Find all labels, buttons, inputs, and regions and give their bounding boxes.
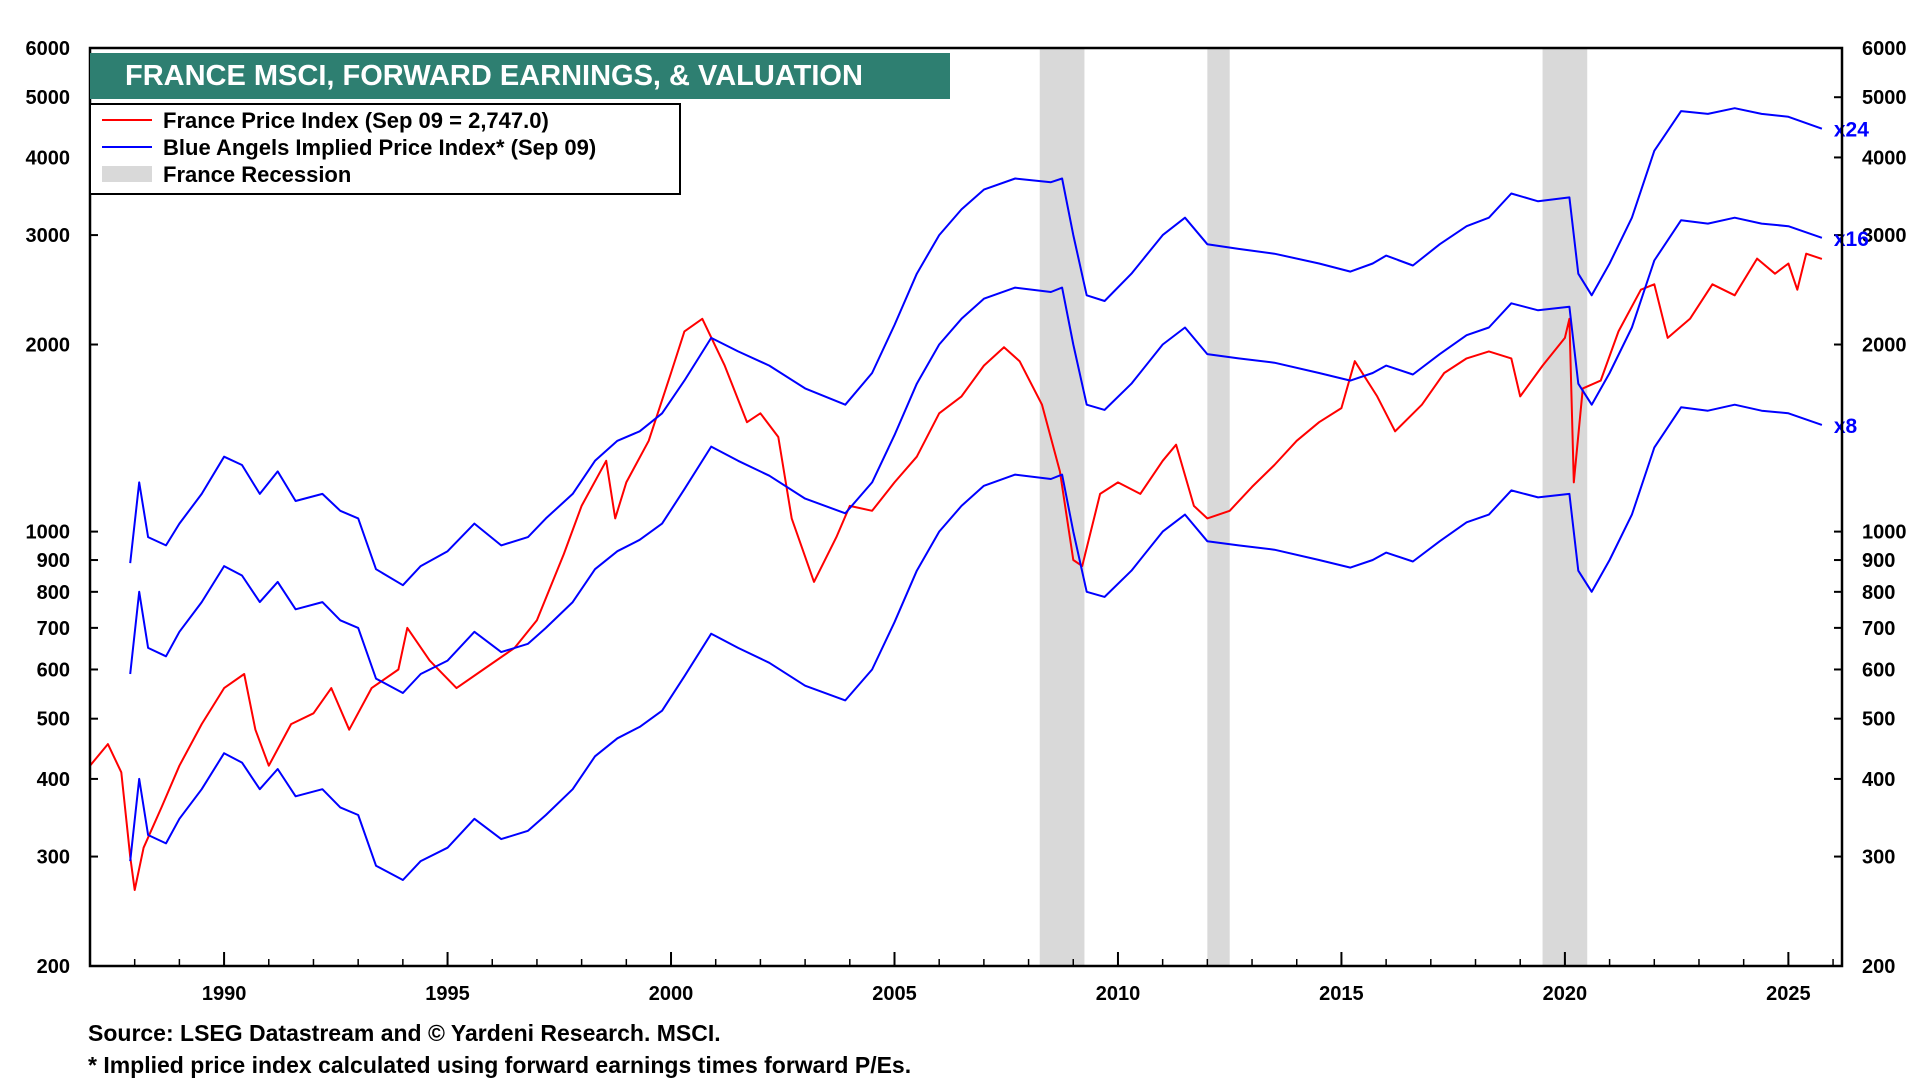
recession-band-2: [1207, 48, 1230, 966]
y-tick-label-right: 5000: [1862, 87, 1907, 109]
series-line-x8: [129, 403, 1823, 881]
series-end-label-x8: x8: [1834, 415, 1858, 438]
legend-box: [89, 103, 681, 195]
plot-frame: [88, 46, 1844, 968]
y-tick-label-right: 500: [1862, 709, 1895, 731]
legend-label-implied: Blue Angels Implied Price Index* (Sep 09…: [163, 135, 596, 160]
y-tick-label-left: 300: [37, 847, 70, 869]
y-tick-label-left: 700: [37, 618, 70, 640]
x-tick-label: 2015: [1319, 983, 1364, 1005]
y-tick-label-left: 400: [37, 769, 70, 791]
y-tick-label-right: 700: [1862, 618, 1895, 640]
x-tick-label: 2005: [872, 983, 917, 1005]
series-line-x24: [129, 107, 1823, 587]
legend: France Price Index (Sep 09 = 2,747.0) Bl…: [89, 103, 681, 195]
y-axis: 200 200 300 300 400 400 500 500 600 600 700 700 800 8…: [26, 38, 1907, 978]
y-tick-label-right: 6000: [1862, 38, 1907, 60]
x-tick-label: 2020: [1543, 983, 1588, 1005]
y-tick-label-right: 200: [1862, 956, 1895, 978]
y-tick-label-left: 5000: [26, 87, 71, 109]
x-tick-label: 2010: [1096, 983, 1141, 1005]
series-lines: [89, 107, 1823, 891]
y-tick-label-left: 6000: [26, 38, 71, 60]
x-tick-label: 2000: [649, 983, 694, 1005]
x-tick-label: 2025: [1766, 983, 1811, 1005]
recession-band-3: [1542, 48, 1588, 966]
series-end-label-x16: x16: [1834, 228, 1869, 251]
y-tick-label-right: 400: [1862, 769, 1895, 791]
method-note: * Implied price index calculated using f…: [88, 1052, 912, 1078]
y-tick-label-left: 3000: [26, 225, 71, 247]
y-tick-label-left: 500: [37, 709, 70, 731]
legend-label-recession: France Recession: [163, 162, 351, 187]
series-line-price: [89, 252, 1823, 891]
y-tick-label-right: 600: [1862, 659, 1895, 681]
title-banner: [90, 53, 950, 99]
x-axis: 1990 1995 2000 2005 2010 2015 2020 2025: [89, 952, 1834, 1005]
y-tick-label-right: 300: [1862, 847, 1895, 869]
y-tick-label-right: 1000: [1862, 522, 1907, 544]
chart-title: FRANCE MSCI, FORWARD EARNINGS, & VALUATI…: [125, 60, 863, 92]
y-tick-label-left: 200: [37, 956, 70, 978]
y-tick-label-left: 2000: [26, 335, 71, 357]
recession-bands: [1039, 48, 1588, 966]
y-tick-label-right: 800: [1862, 582, 1895, 604]
y-tick-label-left: 1000: [26, 522, 71, 544]
y-tick-label-right: 900: [1862, 550, 1895, 572]
y-tick-label-left: 900: [37, 550, 70, 572]
legend-swatch-recession: [102, 166, 152, 182]
y-tick-label-left: 4000: [26, 147, 71, 169]
y-tick-label-left: 800: [37, 582, 70, 604]
x-tick-label: 1990: [202, 983, 247, 1005]
series-line-x16: [129, 216, 1823, 694]
x-tick-label: 1995: [425, 983, 470, 1005]
y-tick-label-right: 4000: [1862, 147, 1907, 169]
legend-label-price: France Price Index (Sep 09 = 2,747.0): [163, 108, 549, 133]
y-tick-label-right: 2000: [1862, 335, 1907, 357]
recession-band-1: [1039, 48, 1085, 966]
y-tick-label-right: 3000: [1862, 225, 1907, 247]
y-tick-label-left: 600: [37, 659, 70, 681]
source-note: Source: LSEG Datastream and © Yardeni Re…: [88, 1020, 721, 1046]
series-end-label-x24: x24: [1834, 119, 1869, 142]
